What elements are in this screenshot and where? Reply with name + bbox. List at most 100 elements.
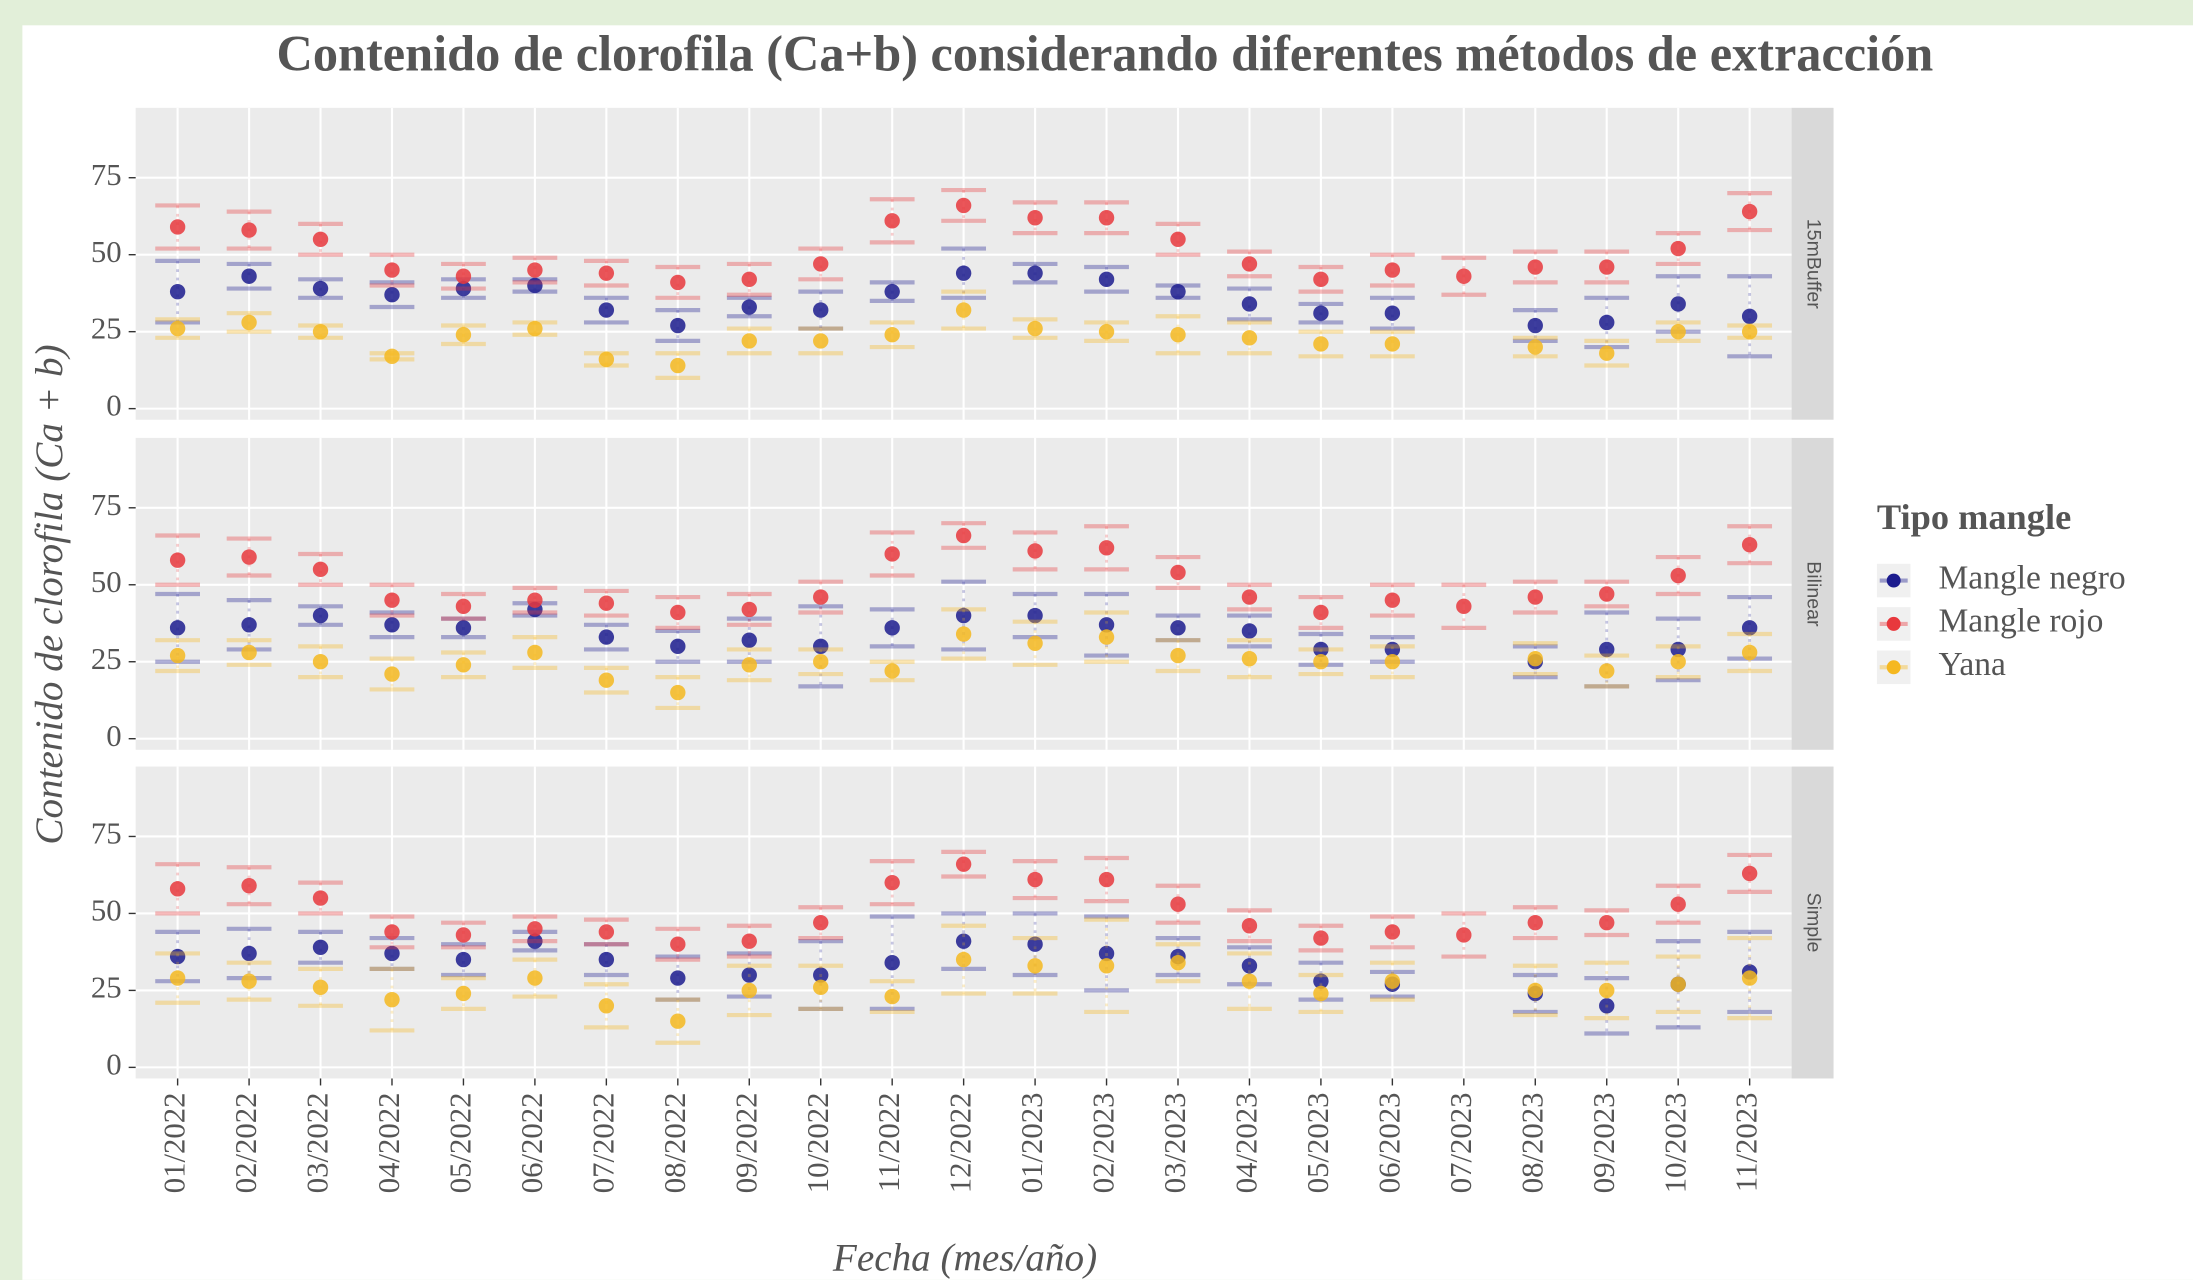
- mean-point: [455, 985, 472, 1002]
- mean-point: [1741, 970, 1758, 986]
- mean-point: [1313, 973, 1329, 989]
- legend-dot: [1886, 616, 1901, 631]
- mean-point: [1527, 259, 1543, 275]
- mean-point: [1241, 973, 1258, 989]
- mean-point: [241, 314, 257, 331]
- mean-point: [1170, 647, 1186, 664]
- mean-point: [813, 967, 829, 983]
- mean-point: [1599, 998, 1615, 1014]
- strip: [1791, 766, 1834, 1079]
- mean-point: [670, 936, 686, 952]
- mean-point: [1599, 663, 1615, 679]
- mean-point: [670, 357, 686, 374]
- strip-label: Simple: [1802, 893, 1824, 953]
- mean-point: [813, 638, 829, 655]
- mean-point: [169, 283, 186, 300]
- x-tick-label: 04/2022: [372, 1092, 406, 1193]
- x-tick-label: 10/2023: [1658, 1092, 1692, 1193]
- mean-point: [527, 933, 543, 949]
- x-tick-label: 11/2022: [872, 1092, 906, 1192]
- mean-point: [955, 856, 972, 872]
- mean-point: [1313, 641, 1329, 658]
- mean-point: [169, 320, 186, 337]
- x-tick-label: 10/2022: [801, 1092, 835, 1193]
- mean-point: [813, 589, 829, 605]
- mean-point: [1098, 871, 1115, 888]
- legend-dot: [1886, 660, 1901, 675]
- mean-point: [1098, 958, 1115, 974]
- mean-point: [1384, 336, 1401, 352]
- strip: [1791, 437, 1834, 750]
- mean-point: [312, 607, 329, 624]
- mean-point: [1098, 323, 1115, 340]
- mean-point: [955, 607, 972, 624]
- mean-point: [1670, 567, 1686, 584]
- mean-point: [955, 197, 972, 214]
- mean-point: [955, 265, 972, 281]
- mean-point: [527, 644, 543, 661]
- mean-point: [1384, 592, 1401, 608]
- legend-title: Tipo mangle: [1877, 497, 2071, 537]
- mean-point: [813, 333, 829, 349]
- y-tick-label: 75: [91, 488, 122, 522]
- mean-point: [527, 921, 543, 937]
- mean-point: [1670, 896, 1686, 912]
- mean-point: [813, 256, 829, 272]
- legend-label: Mangle rojo: [1938, 603, 2103, 640]
- mean-point: [1384, 654, 1401, 670]
- mean-point: [1170, 283, 1186, 300]
- mean-point: [741, 967, 757, 983]
- mean-point: [241, 549, 257, 565]
- y-tick-label: 25: [91, 312, 122, 346]
- mean-point: [1670, 296, 1686, 312]
- mean-point: [1527, 339, 1543, 355]
- mean-point: [670, 274, 686, 291]
- mean-point: [312, 231, 329, 247]
- x-tick-label: 09/2023: [1587, 1092, 1621, 1193]
- mean-point: [1599, 314, 1615, 331]
- mean-point: [741, 271, 757, 288]
- legend-label: Yana: [1938, 646, 2006, 683]
- mean-point: [884, 620, 900, 636]
- mean-point: [741, 601, 757, 618]
- mean-point: [169, 552, 186, 568]
- y-tick-label: 0: [106, 719, 121, 753]
- mean-point: [1384, 924, 1401, 940]
- mean-point: [741, 982, 757, 999]
- mean-point: [455, 598, 472, 615]
- mean-point: [1313, 654, 1329, 670]
- mean-point: [384, 262, 400, 278]
- mean-point: [741, 657, 757, 673]
- x-tick-label: 06/2022: [515, 1092, 549, 1193]
- mean-point: [884, 988, 900, 1005]
- mean-point: [813, 914, 829, 931]
- x-tick-label: 07/2023: [1444, 1092, 1478, 1193]
- mean-point: [1527, 982, 1543, 999]
- mean-point: [1599, 914, 1615, 931]
- mean-point: [1170, 564, 1186, 581]
- mean-point: [1527, 650, 1543, 667]
- mean-point: [312, 323, 329, 340]
- y-tick-label: 25: [91, 970, 122, 1004]
- mean-point: [1241, 650, 1258, 667]
- y-tick-label: 50: [91, 565, 122, 599]
- mean-point: [1670, 641, 1686, 658]
- mean-point: [1241, 918, 1258, 934]
- mean-point: [598, 672, 615, 688]
- mean-point: [884, 546, 900, 562]
- mean-point: [670, 638, 686, 655]
- x-tick-label: 02/2023: [1087, 1092, 1121, 1193]
- x-tick-label: 09/2022: [729, 1092, 763, 1193]
- mean-point: [455, 657, 472, 673]
- mean-point: [169, 620, 186, 636]
- mean-point: [1670, 976, 1686, 992]
- mean-point: [527, 592, 543, 608]
- y-axis-label: Contenido de clorofila (Ca + b): [28, 344, 71, 844]
- strip-label: 15mBuffer: [1802, 219, 1824, 309]
- mean-point: [813, 302, 829, 318]
- mean-point: [741, 333, 757, 349]
- mean-point: [527, 320, 543, 337]
- mean-point: [241, 268, 257, 284]
- mean-point: [1241, 256, 1258, 272]
- mean-point: [813, 654, 829, 670]
